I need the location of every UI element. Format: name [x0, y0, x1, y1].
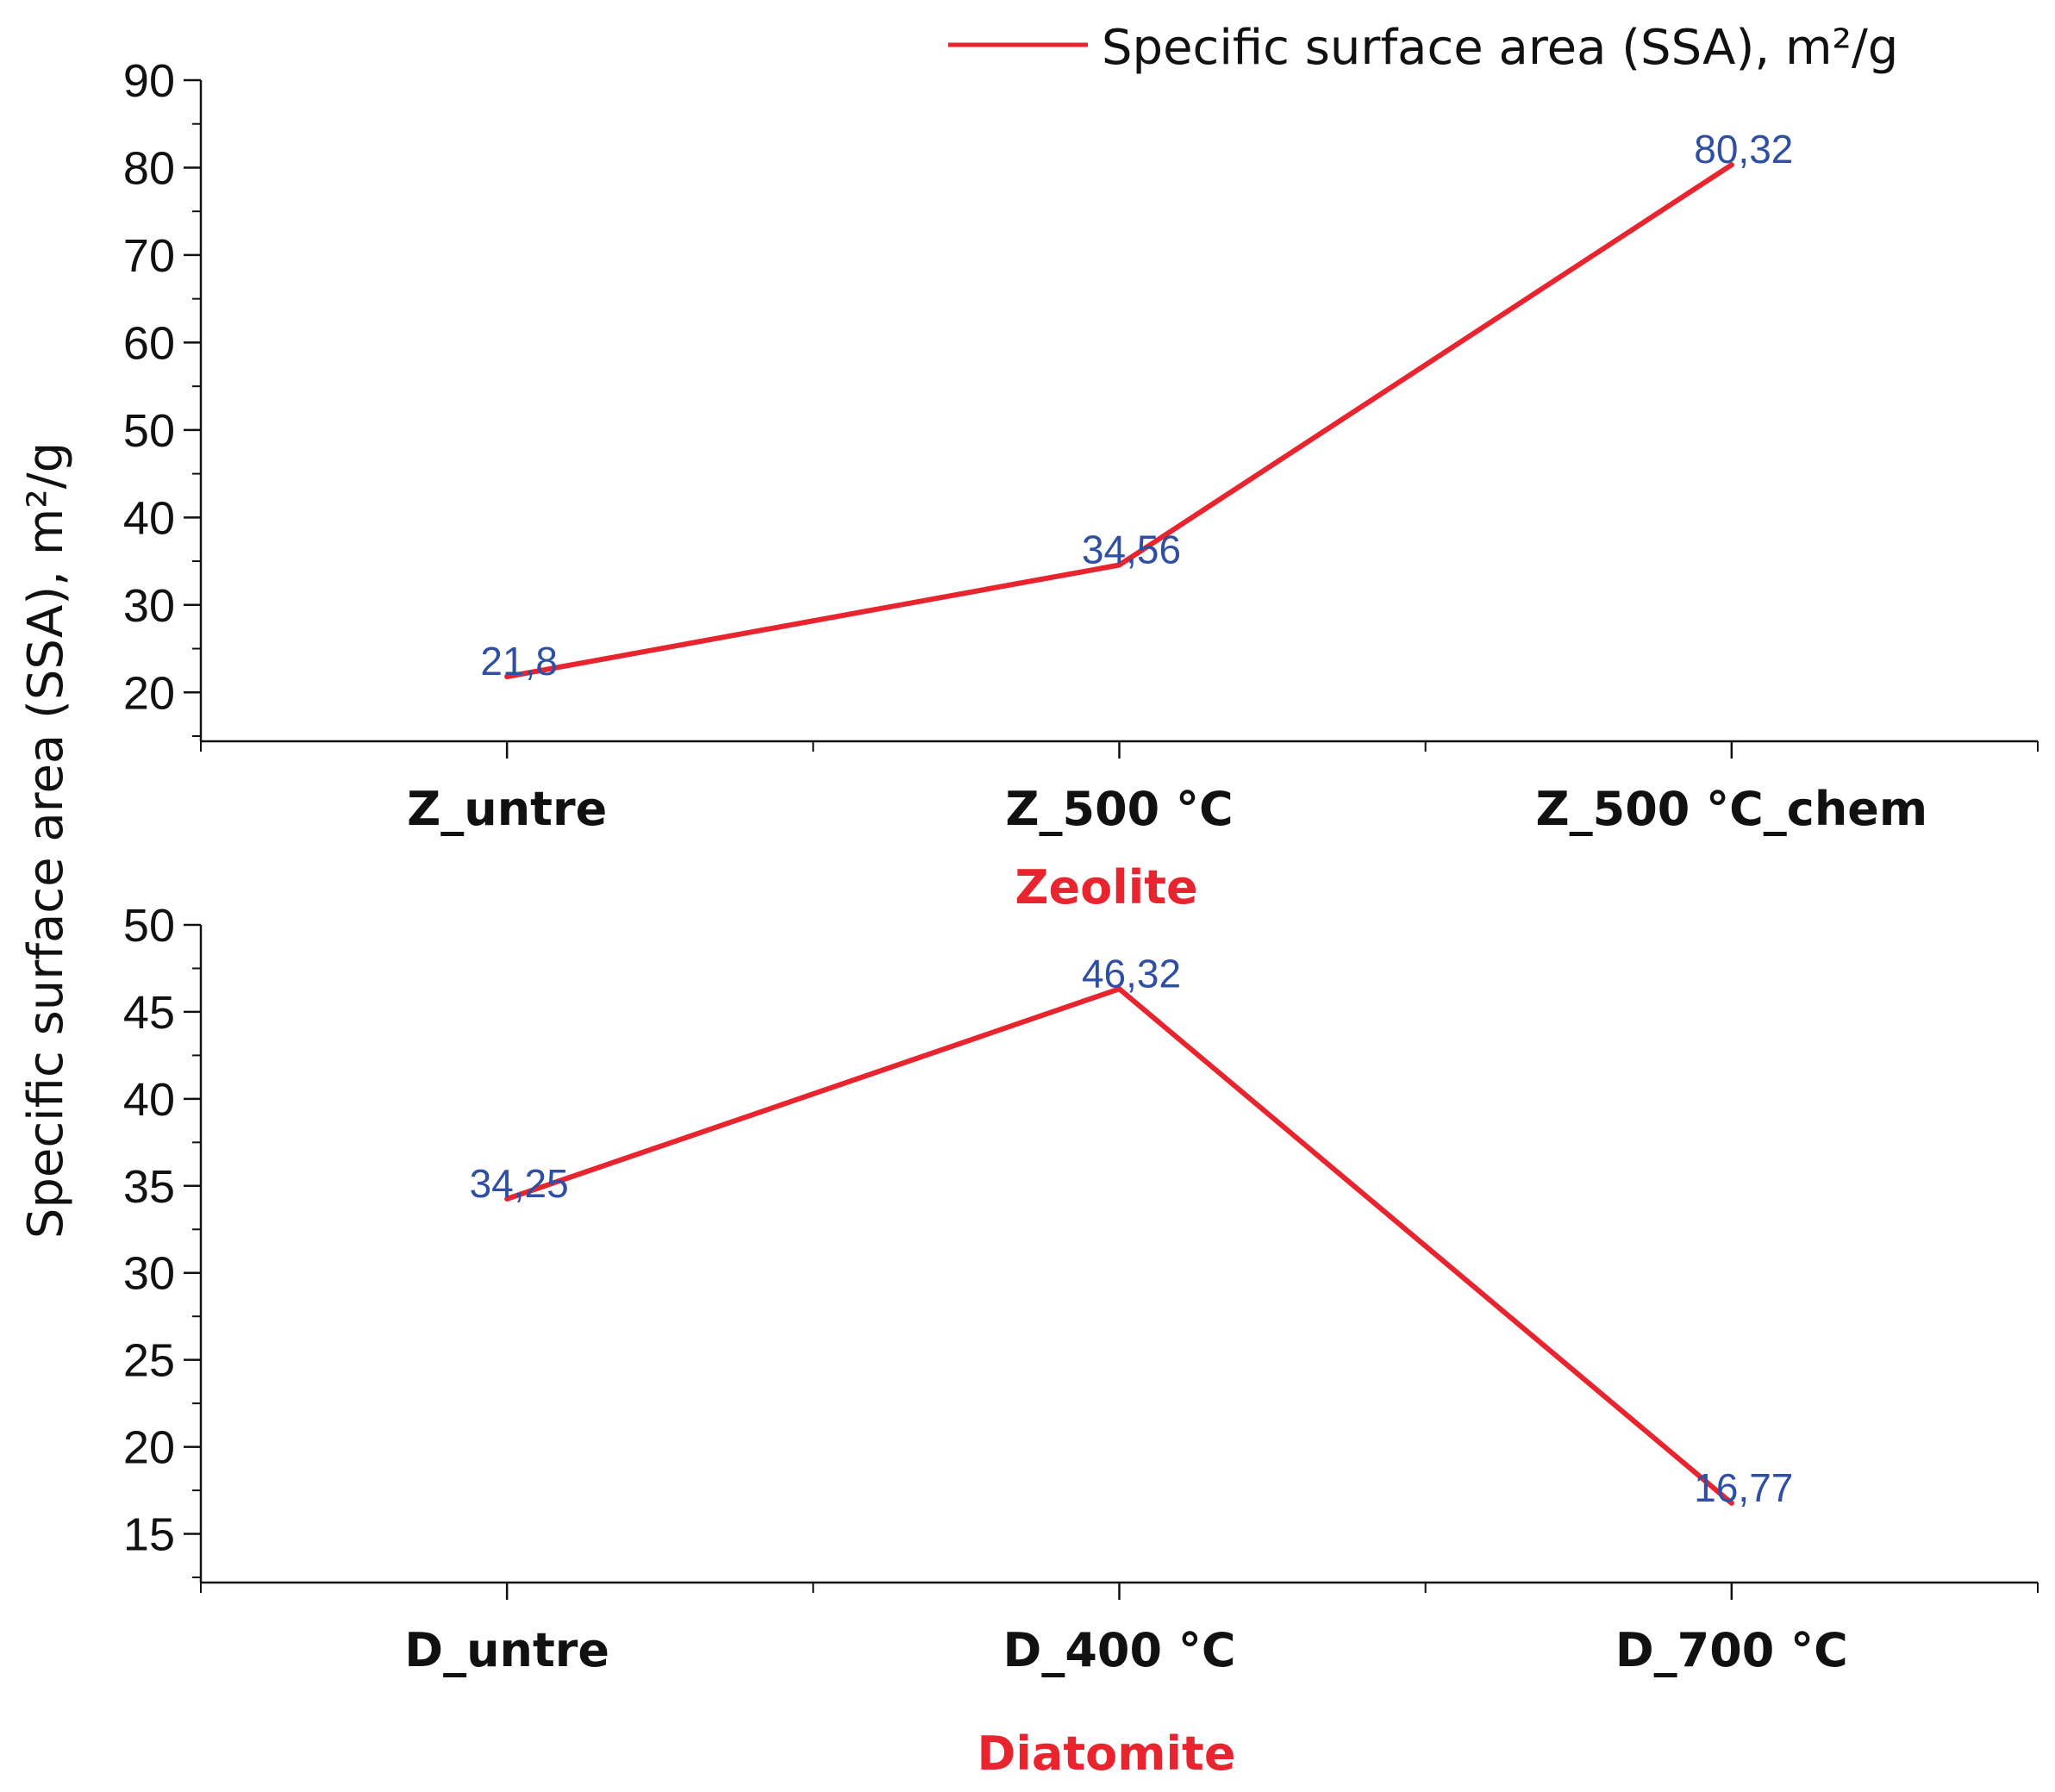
series-line: [504, 986, 1734, 1506]
series-line: [504, 162, 1734, 679]
data-label: 34,25: [470, 1161, 569, 1206]
data-label: 16,77: [1694, 1465, 1793, 1510]
y-tick-label: 15: [123, 1509, 175, 1561]
x-tick-label: Z_500 °C_chem: [1536, 782, 1928, 836]
panel-title: Diatomite: [978, 1726, 1236, 1781]
y-axis-title: Specific surface area (SSA), m²/g: [18, 442, 74, 1239]
x-tick-label: Z_500 °C: [1005, 782, 1233, 836]
data-label: 21,8: [480, 639, 558, 684]
x-tick-label: D_untre: [404, 1623, 609, 1677]
y-tick-label: 45: [123, 987, 175, 1039]
x-tick-label: D_700 °C: [1615, 1623, 1848, 1677]
y-tick-label: 90: [123, 55, 175, 107]
data-point: [504, 1196, 510, 1202]
x-tick-label: D_400 °C: [1003, 1623, 1236, 1677]
zeolite-panel: 20 30 40 50 60 70 80 90 Z_untre Z_500 °C Z_500 °C_…: [123, 55, 2039, 915]
y-tick-label: 60: [123, 317, 175, 369]
data-point: [504, 674, 510, 680]
y-tick-label: 30: [123, 580, 175, 632]
diatomite-panel: 15 20 25 30 35 40 45 50 D_untre D_400 °C D_700 °C 3…: [123, 900, 2039, 1781]
y-tick-label: 20: [123, 1422, 175, 1474]
data-label: 34,56: [1082, 528, 1181, 572]
y-tick-label: 35: [123, 1161, 175, 1213]
y-tick-label: 20: [123, 667, 175, 719]
legend: Specific surface area (SSA), m²/g: [948, 20, 1898, 76]
data-point: [1116, 986, 1122, 992]
data-point: [1116, 562, 1122, 568]
data-label: 80,32: [1694, 127, 1793, 172]
panel-title: Zeolite: [1015, 860, 1197, 915]
data-label: 46,32: [1082, 951, 1181, 996]
y-tick-label: 70: [123, 230, 175, 282]
y-tick-label: 40: [123, 1074, 175, 1126]
y-tick-label: 50: [123, 405, 175, 457]
y-tick-label: 50: [123, 900, 175, 952]
x-tick-label: Z_untre: [407, 782, 607, 836]
legend-label: Specific surface area (SSA), m²/g: [1102, 20, 1898, 76]
y-tick-label: 40: [123, 492, 175, 544]
data-point: [1728, 1500, 1734, 1506]
y-tick-label: 80: [123, 142, 175, 194]
data-point: [1728, 162, 1734, 168]
y-tick-label: 25: [123, 1335, 175, 1387]
y-tick-label: 30: [123, 1248, 175, 1300]
